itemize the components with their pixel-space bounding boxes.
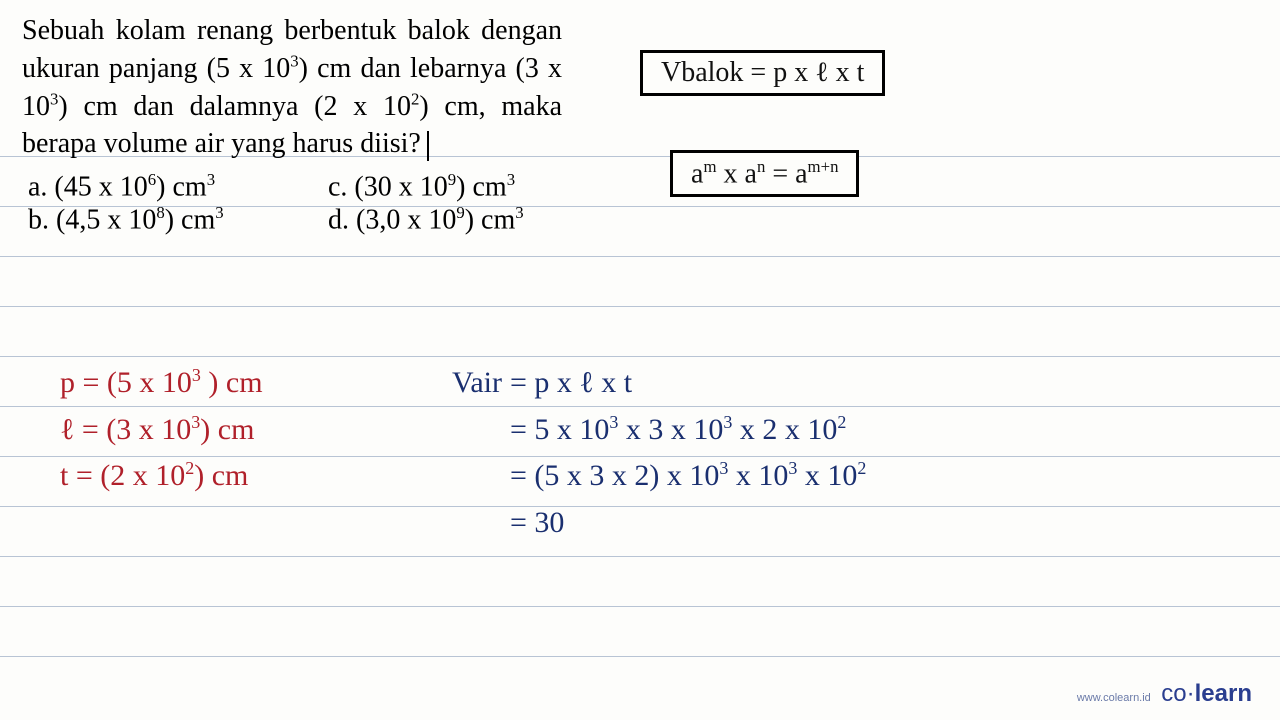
option-a: a. (45 x 106) cm3 [28, 170, 328, 203]
calculation: Vair = p x ℓ x t = 5 x 103 x 3 x 103 x 2… [440, 360, 866, 546]
ruled-line [0, 256, 1280, 257]
option-d: d. (3,0 x 109) cm3 [328, 203, 524, 236]
answer-options: a. (45 x 106) cm3 c. (30 x 109) cm3 b. (… [28, 170, 524, 237]
ruled-line [0, 306, 1280, 307]
formula-box-volume: Vbalok = p x ℓ x t [640, 50, 885, 96]
given-p: p = (5 x 103 ) cm [60, 360, 263, 407]
ruled-line [0, 656, 1280, 657]
option-b: b. (4,5 x 108) cm3 [28, 203, 328, 236]
footer: www.colearn.id co·learn [1077, 680, 1252, 708]
question-body: Sebuah kolam renang berbentuk balok deng… [22, 15, 562, 159]
ruled-line [0, 556, 1280, 557]
question-text: Sebuah kolam renang berbentuk balok deng… [22, 12, 562, 163]
text-cursor [427, 131, 429, 161]
ruled-line [0, 356, 1280, 357]
footer-url: www.colearn.id [1077, 692, 1151, 704]
calc-line-1: = p x ℓ x t [510, 360, 632, 407]
given-values: p = (5 x 103 ) cm ℓ = (3 x 103) cm t = (… [60, 360, 263, 500]
calc-line-2: = 5 x 103 x 3 x 103 x 2 x 102 [510, 407, 846, 454]
given-l: ℓ = (3 x 103) cm [60, 407, 263, 454]
footer-brand: co·learn [1161, 680, 1252, 707]
formula-box-exponent: am x an = am+n [670, 150, 859, 197]
calc-line-3: = (5 x 3 x 2) x 103 x 103 x 102 [510, 453, 866, 500]
given-t: t = (2 x 102) cm [60, 453, 263, 500]
calc-line-4: = 30 [510, 500, 564, 547]
option-c: c. (30 x 109) cm3 [328, 170, 515, 203]
calc-label: Vair [440, 360, 510, 407]
ruled-line [0, 606, 1280, 607]
